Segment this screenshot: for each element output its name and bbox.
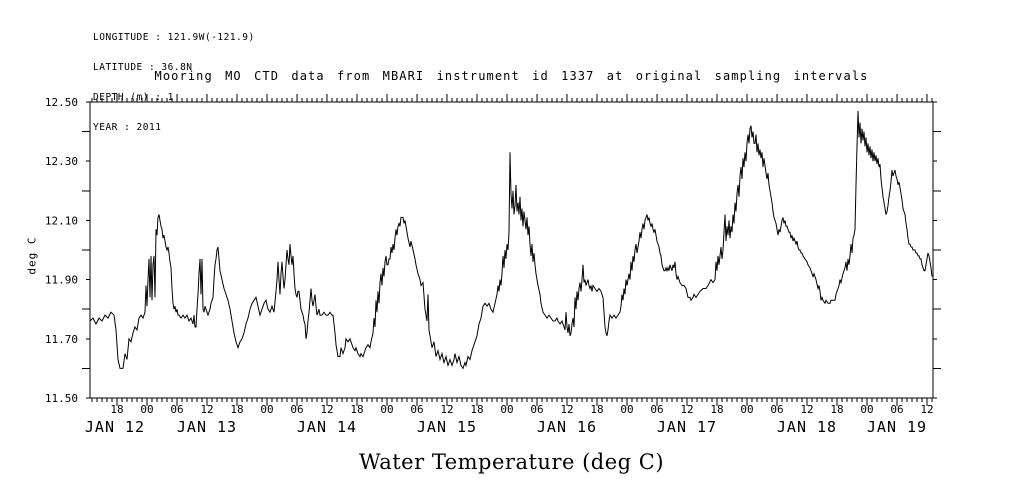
temperature-line: [89, 110, 933, 370]
y-tick-label: 11.50: [45, 392, 78, 405]
x-hour-tick-label: 12: [320, 403, 333, 416]
bottom-title: Water Temperature (deg C): [358, 450, 665, 474]
x-hour-tick-label: 18: [230, 403, 243, 416]
x-date-tick-label: JAN 17: [657, 418, 717, 436]
depth-label: DEPTH (m) : 1: [93, 92, 174, 103]
x-date-tick-label: JAN 12: [85, 418, 145, 436]
x-hour-tick-label: 06: [890, 403, 903, 416]
x-hour-tick-label: 00: [380, 403, 393, 416]
x-hour-tick-label: 00: [260, 403, 273, 416]
x-hour-tick-label: 06: [170, 403, 183, 416]
longitude-label: LONGITUDE : 121.9W(-121.9): [93, 32, 255, 43]
x-date-tick-label: JAN 16: [537, 418, 597, 436]
y-tick-label: 12.10: [45, 214, 78, 227]
x-hour-tick-label: 12: [200, 403, 213, 416]
x-date-tick-label: JAN 15: [417, 418, 477, 436]
x-hour-tick-label: 12: [920, 403, 933, 416]
x-hour-tick-label: 00: [500, 403, 513, 416]
x-hour-tick-label: 06: [770, 403, 783, 416]
x-hour-tick-label: 12: [800, 403, 813, 416]
x-hour-tick-label: 18: [590, 403, 603, 416]
x-hour-tick-label: 06: [530, 403, 543, 416]
latitude-label: LATITUDE : 36.8N: [93, 62, 193, 73]
x-hour-tick-label: 18: [830, 403, 843, 416]
y-tick-label: 12.30: [45, 155, 78, 168]
plot-frame: [89, 101, 934, 399]
y-tick-label: 11.90: [45, 274, 78, 287]
x-hour-tick-label: 12: [440, 403, 453, 416]
x-hour-tick-label: 00: [860, 403, 873, 416]
plot-title: Mooring MO CTD data from MBARI instrumen…: [154, 69, 869, 83]
x-hour-tick-label: 06: [290, 403, 303, 416]
x-hour-tick-label: 18: [710, 403, 723, 416]
x-date-tick-label: JAN 14: [297, 418, 357, 436]
x-date-tick-label: JAN 19: [867, 418, 927, 436]
x-date-tick-label: JAN 13: [177, 418, 237, 436]
year-label: YEAR : 2011: [93, 122, 162, 133]
x-hour-tick-label: 00: [740, 403, 753, 416]
x-hour-tick-label: 18: [350, 403, 363, 416]
y-tick-label: 11.70: [45, 333, 78, 346]
x-date-tick-label: JAN 18: [777, 418, 837, 436]
x-hour-tick-label: 06: [410, 403, 423, 416]
x-hour-tick-label: 12: [560, 403, 573, 416]
x-hour-tick-label: 06: [650, 403, 663, 416]
x-hour-tick-label: 12: [680, 403, 693, 416]
x-hour-tick-label: 00: [140, 403, 153, 416]
x-hour-tick-label: 18: [470, 403, 483, 416]
x-hour-tick-label: 00: [620, 403, 633, 416]
y-tick-label: 12.50: [45, 96, 78, 109]
x-hour-tick-label: 18: [110, 403, 123, 416]
metadata-block: LONGITUDE : 121.9W(-121.9) LATITUDE : 36…: [93, 13, 255, 153]
